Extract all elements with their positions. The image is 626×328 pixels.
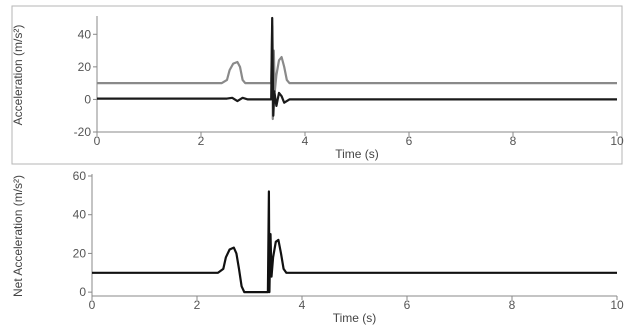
- x-tick-label: 6: [404, 298, 411, 312]
- x-tick-label: 0: [89, 298, 96, 312]
- x-tick-label: 0: [94, 134, 101, 148]
- y-tick-label: -20: [74, 125, 92, 139]
- net-acceleration-chart: 0 20 40 60 0 2 4 6 8 10 Time (s) Net Acceleration (…: [11, 170, 624, 325]
- series-line-2: [97, 16, 617, 117]
- y-tick-label: 20: [73, 246, 87, 260]
- series-line-1: [97, 25, 617, 121]
- x-tick-label: 8: [510, 134, 517, 148]
- y-tick-label: 40: [73, 208, 87, 222]
- y-tick-label: 60: [73, 170, 87, 183]
- x-tick-label: 2: [194, 298, 201, 312]
- y-tick-label: 0: [79, 285, 86, 299]
- x-tick-label: 10: [610, 134, 624, 148]
- x-tick-label: 4: [299, 298, 306, 312]
- plot-frame: [11, 5, 623, 165]
- y-tick-label: 40: [78, 27, 92, 41]
- x-tick-label: 10: [610, 298, 624, 312]
- x-axis-title: Time (s): [333, 311, 377, 325]
- x-tick-label: 4: [302, 134, 309, 148]
- x-axis-title: Time (s): [335, 147, 379, 161]
- series-line-1: [92, 190, 617, 294]
- y-axis-title: Net Acceleration (m/s²): [11, 175, 25, 297]
- y-tick-label: 0: [84, 92, 91, 106]
- x-tick-label: 6: [406, 134, 413, 148]
- y-tick-label: 20: [78, 60, 92, 74]
- x-tick-label: 2: [198, 134, 205, 148]
- y-axis-title: Acceleration (m/s²): [11, 25, 25, 126]
- x-tick-label: 8: [509, 298, 516, 312]
